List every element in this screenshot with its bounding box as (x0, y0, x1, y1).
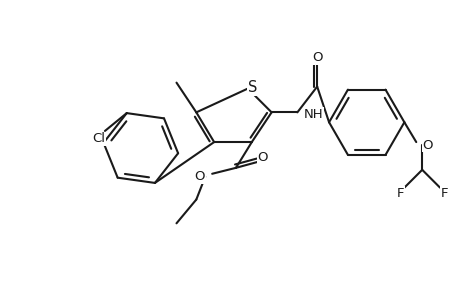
Text: Cl: Cl (92, 132, 105, 146)
Text: O: O (194, 170, 205, 183)
Text: NH: NH (302, 108, 322, 121)
Text: F: F (396, 187, 403, 200)
Text: O: O (311, 51, 322, 64)
Text: S: S (247, 80, 257, 95)
Text: O: O (257, 152, 267, 164)
Text: F: F (439, 187, 447, 200)
Text: O: O (421, 139, 432, 152)
